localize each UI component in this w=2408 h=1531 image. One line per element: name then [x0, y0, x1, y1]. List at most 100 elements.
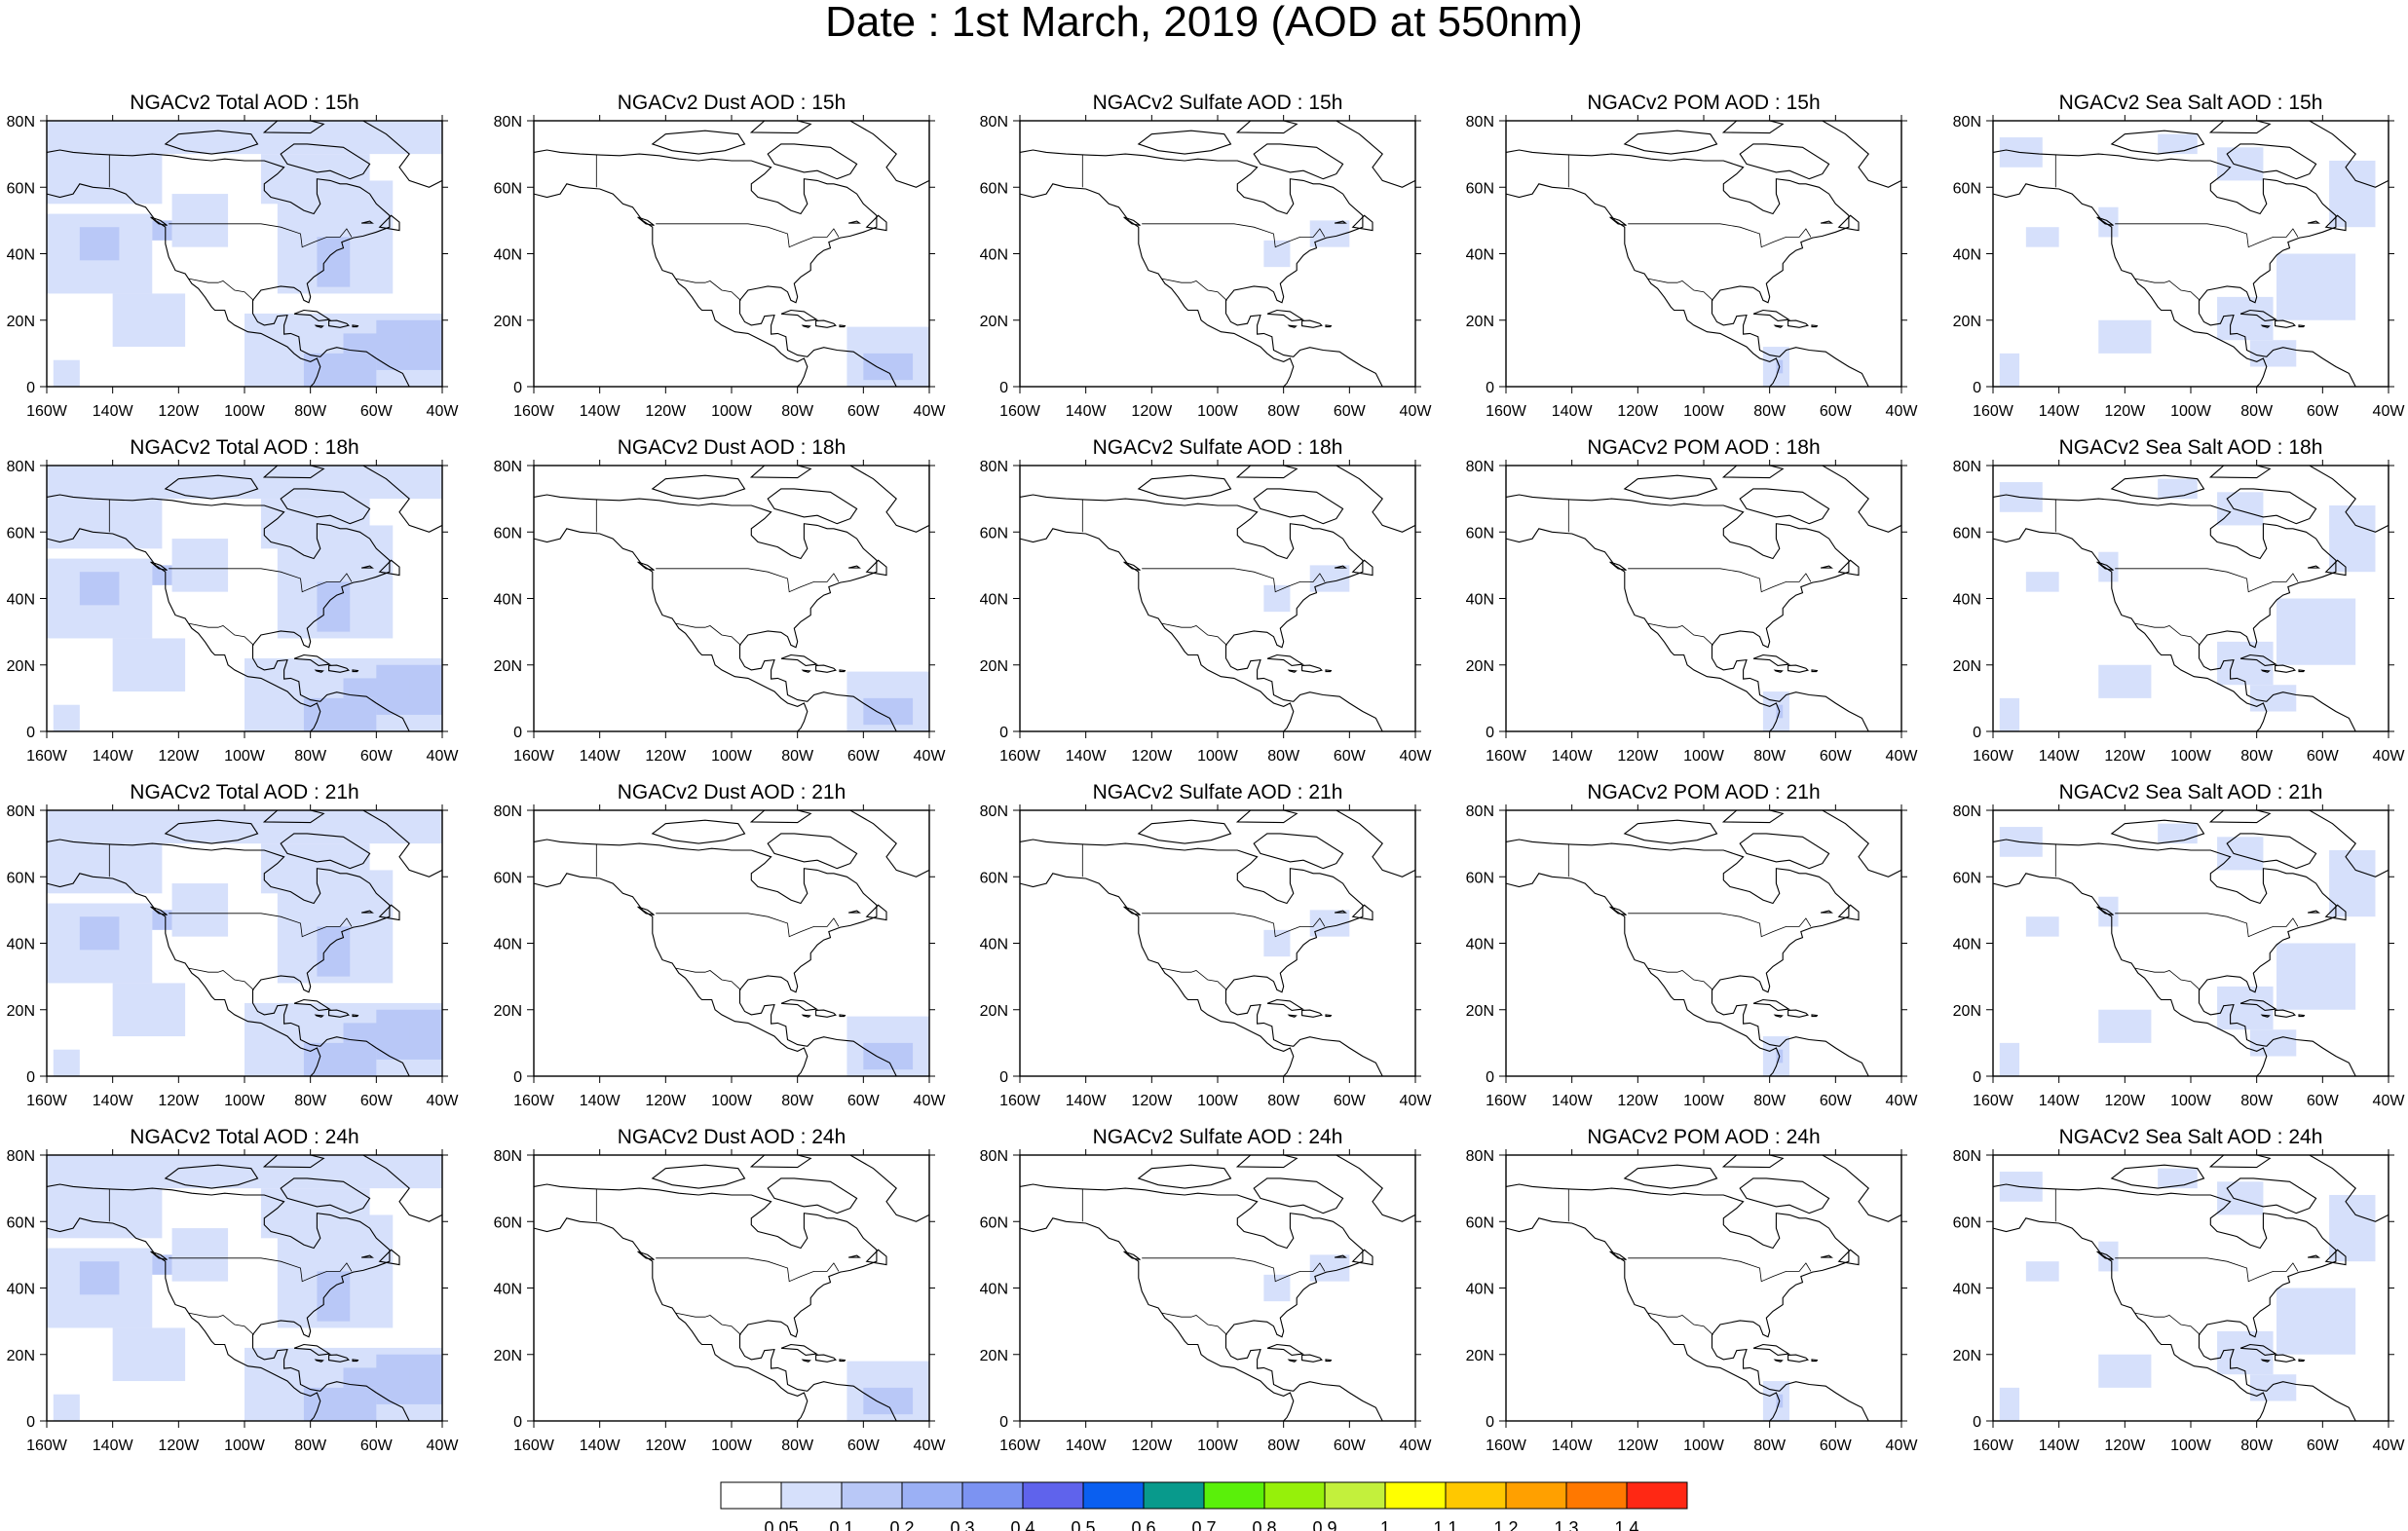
lon-tick-label: 40W: [1400, 1438, 1433, 1454]
coastline: [1506, 1155, 1901, 1421]
colorbar-label: 0.6: [1131, 1518, 1155, 1531]
lon-tick-label: 160W: [26, 1093, 68, 1109]
aod-cell: [343, 1023, 410, 1043]
lon-tick-label: 140W: [1066, 748, 1108, 765]
lat-tick-label: 60N: [7, 1214, 35, 1231]
coastline: [1020, 121, 1415, 387]
aod-cell: [2249, 1374, 2297, 1401]
lon-tick-label: 80W: [2240, 748, 2274, 765]
coastline: [1506, 810, 1901, 1076]
lon-tick-label: 160W: [1973, 748, 2014, 765]
lon-tick-label: 60W: [2307, 1093, 2340, 1109]
lon-tick-label: 140W: [93, 403, 134, 420]
colorbar-label: 0.1: [829, 1518, 853, 1531]
aod-cell: [2276, 598, 2356, 665]
panel-title: NGACv2 Sulfate AOD : 18h: [1093, 436, 1343, 459]
lon-tick-label: 80W: [1753, 1438, 1787, 1454]
lon-tick-label: 120W: [158, 748, 200, 765]
aod-field: [47, 1155, 442, 1421]
lon-tick-label: 140W: [2039, 403, 2081, 420]
lon-tick-label: 40W: [427, 748, 460, 765]
lon-tick-label: 160W: [1973, 1438, 2014, 1454]
aod-cell: [2217, 492, 2264, 526]
map-panel: NGACv2 Sulfate AOD : 24h 160W 140W 120W 100W…: [980, 1126, 1433, 1454]
lat-tick-label: 20N: [7, 1003, 35, 1020]
lon-tick-label: 120W: [2104, 403, 2146, 420]
lat-tick-label: 0: [1973, 1069, 1981, 1086]
lon-tick-label: 80W: [781, 403, 814, 420]
map-panel: NGACv2 POM AOD : 18h 160W 140W 120W 100W 80W 6…: [1466, 436, 1919, 765]
lat-tick-label: 0: [513, 1069, 522, 1086]
aod-cell: [47, 1181, 163, 1239]
lat-tick-label: 40N: [1466, 937, 1494, 953]
lon-tick-label: 60W: [1820, 403, 1853, 420]
lon-tick-label: 120W: [645, 1438, 687, 1454]
lon-tick-label: 140W: [580, 748, 621, 765]
lon-tick-label: 60W: [2307, 403, 2340, 420]
panel-title: NGACv2 Sulfate AOD : 21h: [1093, 781, 1343, 803]
map-panel: NGACv2 Sulfate AOD : 18h 160W 140W 120W 100W…: [980, 436, 1433, 765]
colorbar-swatch: [720, 1481, 782, 1510]
aod-cell: [2249, 685, 2297, 712]
colorbar-label: 0.4: [1010, 1518, 1035, 1531]
aod-cell: [171, 539, 229, 592]
lon-tick-label: 40W: [914, 1438, 947, 1454]
aod-cell: [171, 194, 229, 247]
aod-cell: [343, 333, 410, 354]
colorbar-label: 1.4: [1614, 1518, 1638, 1531]
lon-tick-label: 160W: [999, 1093, 1041, 1109]
lon-tick-label: 100W: [1683, 748, 1725, 765]
aod-cell: [53, 359, 80, 387]
lon-tick-label: 120W: [645, 1093, 687, 1109]
lat-tick-label: 20N: [494, 314, 522, 330]
lon-tick-label: 120W: [1617, 748, 1659, 765]
aod-cell: [317, 1271, 351, 1322]
panel-title: NGACv2 Dust AOD : 24h: [618, 1126, 847, 1148]
lat-tick-label: 20N: [980, 1348, 1008, 1364]
aod-cell: [2025, 227, 2059, 247]
lon-tick-label: 40W: [427, 1438, 460, 1454]
lon-tick-label: 80W: [2240, 403, 2274, 420]
aod-cell: [863, 1387, 914, 1415]
lat-tick-label: 0: [26, 380, 35, 396]
colorbar-swatch: [1445, 1481, 1507, 1510]
aod-cell: [1263, 584, 1291, 613]
aod-cell: [2217, 147, 2264, 181]
lon-tick-label: 160W: [26, 748, 68, 765]
lat-tick-label: 20N: [7, 314, 35, 330]
lat-tick-label: 0: [513, 1414, 522, 1431]
lon-tick-label: 120W: [2104, 1438, 2146, 1454]
lon-tick-label: 80W: [1267, 403, 1300, 420]
aod-cell: [112, 983, 186, 1037]
lon-tick-label: 100W: [711, 403, 753, 420]
aod-cell: [260, 499, 370, 549]
lat-tick-label: 40N: [1953, 937, 1981, 953]
lat-tick-label: 20N: [494, 1348, 522, 1364]
aod-cell: [112, 1327, 186, 1382]
lat-tick-label: 20N: [980, 314, 1008, 330]
lon-tick-label: 160W: [513, 748, 555, 765]
colorbar-swatch: [1505, 1481, 1567, 1510]
lon-tick-label: 140W: [1552, 1438, 1594, 1454]
panel-title: NGACv2 POM AOD : 15h: [1587, 92, 1820, 114]
map-panel: NGACv2 Sea Salt AOD : 24h 160W 140W 120W 100…: [1953, 1126, 2406, 1454]
lat-tick-label: 0: [26, 1069, 35, 1086]
lon-tick-label: 60W: [1334, 1093, 1367, 1109]
lat-tick-label: 80N: [1953, 803, 1981, 820]
aod-cell: [53, 1049, 80, 1076]
lat-tick-label: 60N: [494, 180, 522, 197]
panel-title: NGACv2 POM AOD : 18h: [1587, 436, 1820, 459]
lat-tick-label: 0: [1486, 380, 1494, 396]
lon-tick-label: 160W: [26, 1438, 68, 1454]
aod-cell: [2249, 340, 2297, 367]
lon-tick-label: 40W: [1400, 1093, 1433, 1109]
aod-field: [1999, 478, 2376, 731]
lon-tick-label: 120W: [2104, 1093, 2146, 1109]
lat-tick-label: 40N: [1466, 1282, 1494, 1298]
lon-tick-label: 140W: [580, 1438, 621, 1454]
colorbar-swatch: [1263, 1481, 1326, 1510]
lon-tick-label: 100W: [2170, 748, 2212, 765]
aod-field: [47, 121, 442, 387]
lon-tick-label: 140W: [1066, 1438, 1108, 1454]
map-panel: NGACv2 Sea Salt AOD : 15h 160W 140W 120W 100…: [1953, 92, 2406, 420]
